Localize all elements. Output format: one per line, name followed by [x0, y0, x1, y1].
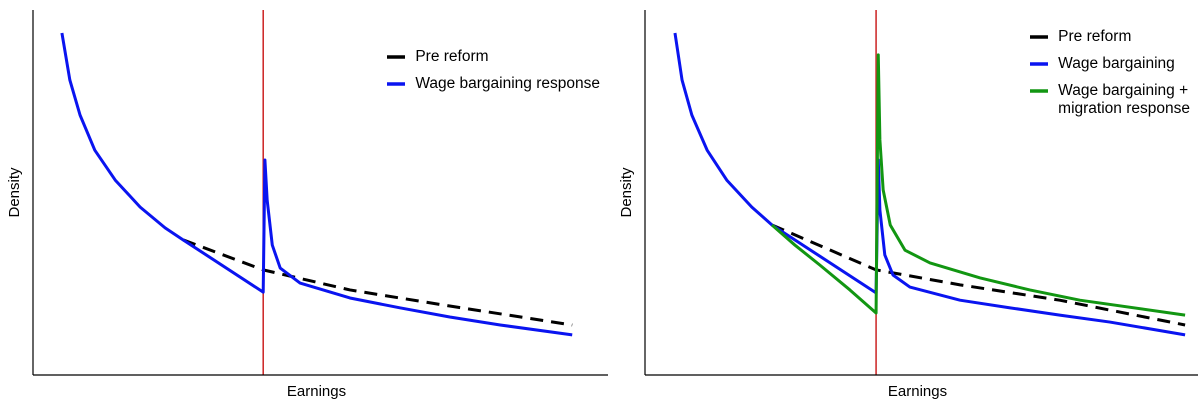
legend-label: Pre reform [415, 48, 489, 65]
legend: Pre reform Wage bargaining response [387, 48, 600, 102]
series-line [770, 53, 1186, 317]
legend-entry: Pre reform [1030, 28, 1190, 46]
legend-swatch [387, 82, 406, 86]
y-axis-label: Density [6, 167, 23, 218]
series-line [60, 32, 573, 337]
legend-swatch [387, 55, 406, 59]
legend-entry: Wage bargaining [1030, 55, 1190, 73]
legend-label: Pre reform [1058, 28, 1132, 45]
legend-label: Wage bargaining [1058, 55, 1175, 72]
x-axis-label: Earnings [888, 383, 947, 400]
legend-swatch [1030, 89, 1049, 93]
x-axis-label: Earnings [287, 383, 346, 400]
legend-label: Wage bargaining response [415, 75, 600, 92]
legend-label: Wage bargaining + migration response [1058, 82, 1190, 117]
legend-entry: Wage bargaining response [387, 75, 600, 93]
legend-swatch [1030, 62, 1049, 66]
y-axis-label: Density [618, 167, 635, 218]
legend-entry: Pre reform [387, 48, 600, 66]
series-line [182, 238, 573, 327]
legend-swatch [1030, 35, 1049, 39]
series-line [673, 32, 1186, 337]
series-line [771, 223, 1186, 327]
legend: Pre reform Wage bargaining Wage bargaining… [1030, 28, 1190, 127]
legend-entry: Wage bargaining + migration response [1030, 82, 1190, 118]
